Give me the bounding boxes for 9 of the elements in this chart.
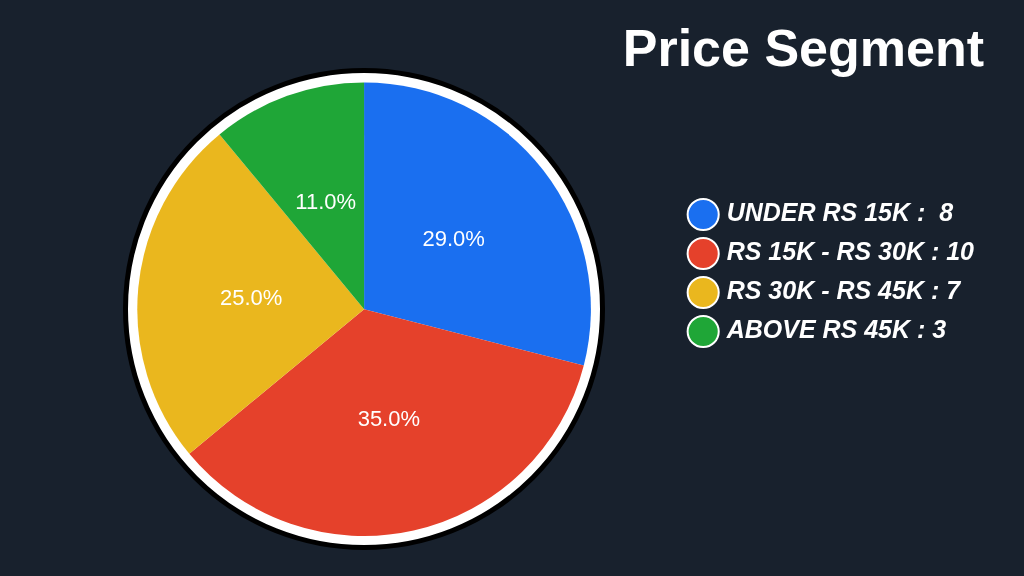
data-label: 35.0% — [357, 405, 421, 431]
data-label: 25.0% — [220, 284, 283, 310]
legend-label: ABOVE RS 45K : 3 — [725, 315, 947, 344]
chart-title: Price Segment — [622, 18, 984, 77]
legend-label: RS 30K - RS 45K : 7 — [726, 276, 962, 305]
legend-label: RS 15K - RS 30K : 10 — [726, 237, 975, 266]
legend-label: UNDER RS 15K : 8 — [726, 198, 954, 227]
data-label: 29.0% — [422, 225, 485, 251]
data-label: 11.0% — [295, 188, 357, 214]
